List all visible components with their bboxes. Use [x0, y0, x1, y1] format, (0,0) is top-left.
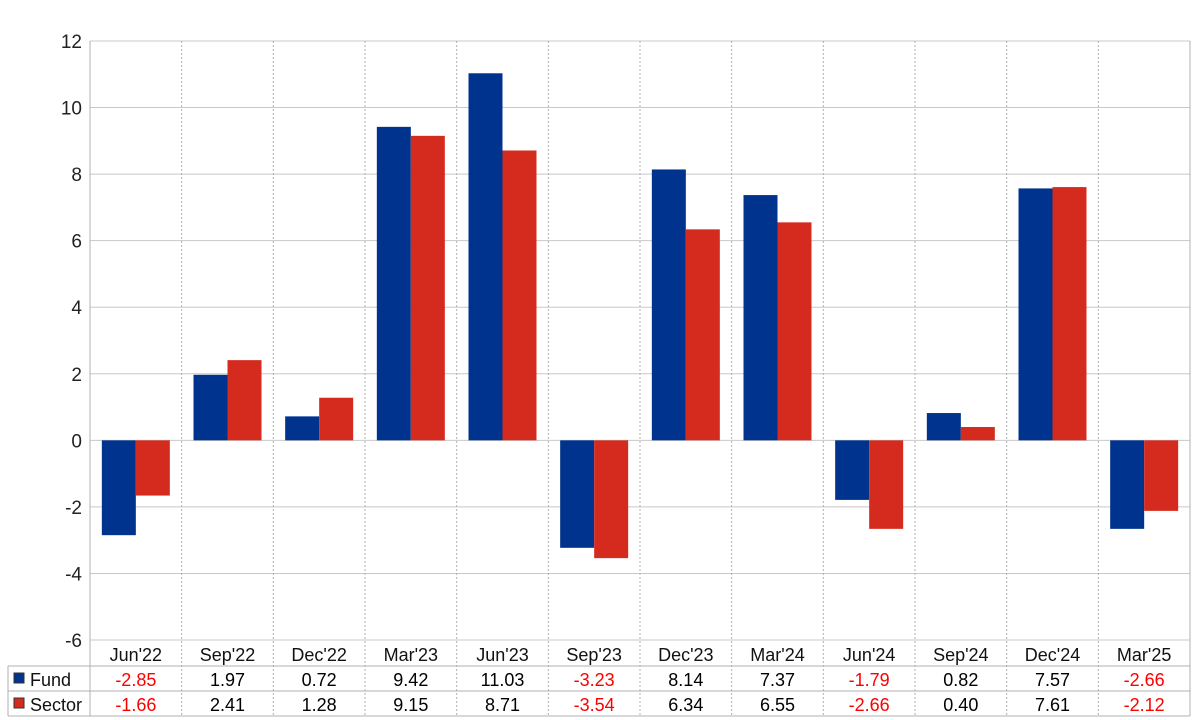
- bar-sector: [685, 229, 720, 441]
- y-tick-label: 10: [61, 99, 82, 120]
- x-category-label: Dec'22: [291, 645, 346, 665]
- bar-sector: [227, 360, 262, 441]
- bar-sector: [594, 440, 629, 559]
- x-category-label: Dec'24: [1025, 645, 1080, 665]
- bar-sector: [869, 440, 904, 529]
- table-value-fund: -2.66: [1124, 670, 1165, 690]
- bar-sector: [502, 150, 537, 441]
- x-category-label: Jun'23: [476, 645, 528, 665]
- bar-sector: [1144, 440, 1179, 511]
- bar-sector: [319, 397, 354, 441]
- legend-label-sector: Sector: [30, 695, 82, 715]
- x-category-label: Mar'24: [750, 645, 804, 665]
- table-value-sector: 8.71: [485, 695, 520, 715]
- table-value-fund: 11.03: [481, 670, 525, 690]
- bar-fund: [101, 440, 136, 536]
- table-value-sector: 7.61: [1035, 695, 1070, 715]
- table-value-sector: -2.12: [1124, 695, 1165, 715]
- bar-fund: [560, 440, 595, 548]
- table-value-fund: 1.97: [210, 670, 245, 690]
- table-value-sector: 2.41: [210, 695, 245, 715]
- bar-sector: [410, 135, 445, 441]
- table-value-fund: -3.23: [574, 670, 615, 690]
- legend-label-fund: Fund: [30, 670, 71, 690]
- table-value-fund: 0.72: [302, 670, 337, 690]
- bar-fund: [1110, 440, 1145, 529]
- table-value-sector: 6.55: [760, 695, 795, 715]
- y-axis: -6 -4 -2 0 2 4 6 8 10 12: [61, 32, 83, 652]
- table-value-sector: 9.15: [393, 695, 428, 715]
- x-category-label: Jun'24: [843, 645, 895, 665]
- y-tick-label: 8: [71, 165, 82, 186]
- bar-sector: [777, 222, 812, 441]
- table-value-fund: 7.57: [1035, 670, 1070, 690]
- y-tick-label: -2: [65, 498, 82, 519]
- x-category-label: Sep'24: [933, 645, 989, 665]
- table-value-sector: 0.40: [943, 695, 978, 715]
- bar-fund: [193, 374, 228, 441]
- table-value-sector: 1.28: [302, 695, 337, 715]
- y-tick-label: -4: [65, 564, 82, 585]
- y-tick-label: 4: [71, 298, 82, 319]
- table-value-sector: -3.54: [574, 695, 615, 715]
- y-tick-label: 2: [71, 365, 82, 386]
- bar-fund: [376, 126, 411, 441]
- bar-sector: [135, 440, 170, 496]
- y-tick-label: 12: [61, 32, 82, 53]
- x-category-label: Dec'23: [658, 645, 713, 665]
- x-category-label: Mar'25: [1117, 645, 1171, 665]
- y-tick-label: 0: [71, 431, 82, 452]
- table-value-sector: 6.34: [668, 695, 703, 715]
- x-category-label: Sep'23: [566, 645, 622, 665]
- x-category-label: Sep'22: [200, 645, 256, 665]
- legend-swatch-fund: [13, 672, 25, 684]
- table-value-fund: 8.14: [668, 670, 703, 690]
- grid-lines: [89, 40, 1191, 716]
- legend-swatch-sector: [13, 697, 25, 709]
- y-tick-label: 6: [71, 232, 82, 253]
- bar-fund: [1018, 188, 1053, 441]
- table-value-fund: 9.42: [393, 670, 428, 690]
- bar-sector: [1052, 187, 1087, 441]
- bar-fund: [285, 416, 320, 441]
- table-value-fund: 0.82: [943, 670, 978, 690]
- bar-sector: [960, 427, 995, 441]
- bar-fund: [926, 413, 961, 441]
- bar-fund: [835, 440, 870, 500]
- bar-fund: [743, 195, 778, 441]
- table-value-sector: -1.66: [115, 695, 156, 715]
- table-value-fund: 7.37: [760, 670, 795, 690]
- bars: [101, 73, 1179, 559]
- data-table: Jun'22 Sep'22 Dec'22 Mar'23 Jun'23 Sep'23 Dec'…: [7, 41, 1191, 717]
- bar-fund: [468, 73, 503, 441]
- bar-fund: [651, 169, 686, 441]
- y-tick-label: -6: [65, 631, 82, 652]
- x-category-label: Mar'23: [384, 645, 438, 665]
- x-category-label: Jun'22: [110, 645, 162, 665]
- table-value-sector: -2.66: [849, 695, 890, 715]
- table-value-fund: -1.79: [849, 670, 890, 690]
- table-value-fund: -2.85: [115, 670, 156, 690]
